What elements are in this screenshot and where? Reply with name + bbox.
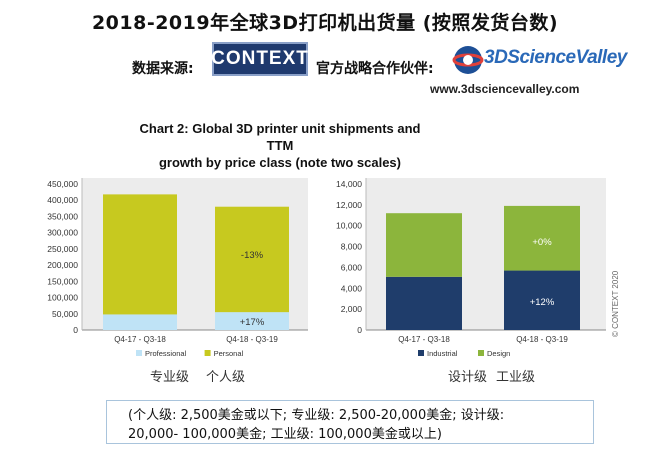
partner-url: www.3dsciencevalley.com	[430, 82, 580, 96]
partner-logo-text: 3DScienceValley	[484, 47, 627, 68]
bar-design-0	[386, 213, 462, 277]
growth-annotation: +17%	[240, 317, 265, 328]
context-logo-text: CONTEXT	[211, 48, 309, 69]
y-tick-label: 250,000	[47, 244, 78, 254]
watermark-text: © CONTEXT 2020	[611, 270, 620, 337]
y-tick-label: 150,000	[47, 276, 78, 286]
x-tick-label: Q4-18 - Q3-19	[226, 335, 278, 344]
legend-label: Design	[487, 349, 510, 358]
bar-professional-0	[103, 314, 177, 330]
legend-label: Professional	[145, 349, 187, 358]
y-tick-label: 6,000	[341, 262, 363, 272]
caption-industrial: 工业级	[496, 370, 536, 385]
bar-design-1	[504, 205, 580, 271]
growth-annotation: -13%	[241, 250, 264, 261]
legend-swatch-design	[478, 350, 484, 356]
legend-swatch-personal	[204, 350, 211, 356]
y-tick-label: 200,000	[47, 260, 78, 270]
y-tick-label: 10,000	[336, 221, 362, 231]
chart-title-line1: Chart 2: Global 3D printer unit shipment…	[139, 121, 421, 153]
y-tick-label: 8,000	[341, 242, 363, 252]
chart-title-line2: growth by price class (note two scales)	[158, 155, 401, 170]
growth-annotation: +0%	[532, 237, 552, 248]
y-tick-label: 300,000	[47, 228, 78, 238]
y-tick-label: 2,000	[341, 304, 363, 314]
right-chart: 0 2,000 4,000 6,000 8,000 10,000 12,000 14,000 Q…	[336, 178, 606, 358]
globe-icon	[452, 46, 484, 74]
legend-label: Industrial	[427, 349, 458, 358]
legend-label: Personal	[214, 349, 244, 358]
y-tick-label: 4,000	[341, 283, 363, 293]
note-line2: 20,000- 100,000美金; 工业级: 100,000美金或以上)	[128, 427, 442, 442]
y-tick-label: 12,000	[336, 200, 362, 210]
y-tick-label: 50,000	[52, 309, 78, 319]
caption-professional: 专业级	[150, 370, 190, 385]
x-tick-label: Q4-17 - Q3-18	[398, 335, 450, 344]
y-tick-label: 14,000	[336, 179, 362, 189]
page-title: 2018-2019年全球3D打印机出货量 (按照发货台数)	[91, 12, 559, 34]
caption-personal: 个人级	[206, 370, 246, 385]
y-tick-label: 350,000	[47, 211, 78, 221]
x-tick-label: Q4-17 - Q3-18	[114, 335, 166, 344]
y-tick-label: 400,000	[47, 195, 78, 205]
bar-professional-1	[215, 312, 289, 330]
y-tick-label: 450,000	[47, 179, 78, 189]
watermark: © CONTEXT 2020	[611, 270, 620, 337]
bar-industrial-0	[386, 276, 462, 330]
source-label: 数据来源:	[132, 61, 194, 77]
growth-annotation: +12%	[530, 297, 555, 308]
partner-label: 官方战略合作伙伴:	[316, 61, 434, 77]
context-logo: CONTEXT	[211, 42, 309, 76]
x-tick-label: Q4-18 - Q3-19	[516, 335, 568, 344]
bar-personal-1	[215, 206, 289, 313]
y-tick-label: 100,000	[47, 293, 78, 303]
legend-swatch-industrial	[418, 350, 424, 356]
note-box	[106, 400, 594, 444]
legend-swatch-professional	[136, 350, 142, 356]
y-tick-label: 0	[73, 325, 78, 335]
bar-industrial-1	[504, 270, 580, 330]
caption-design: 设计级	[448, 370, 488, 385]
y-tick-label: 0	[357, 325, 362, 335]
note-line1: (个人级: 2,500美金或以下; 专业级: 2,500-20,000美金; 设…	[128, 408, 505, 423]
chart-title: Chart 2: Global 3D printer unit shipment…	[130, 120, 430, 171]
bar-personal-0	[103, 194, 177, 315]
left-chart: 0 50,000 100,000 150,000 200,000 250,000 300,0…	[47, 178, 308, 358]
